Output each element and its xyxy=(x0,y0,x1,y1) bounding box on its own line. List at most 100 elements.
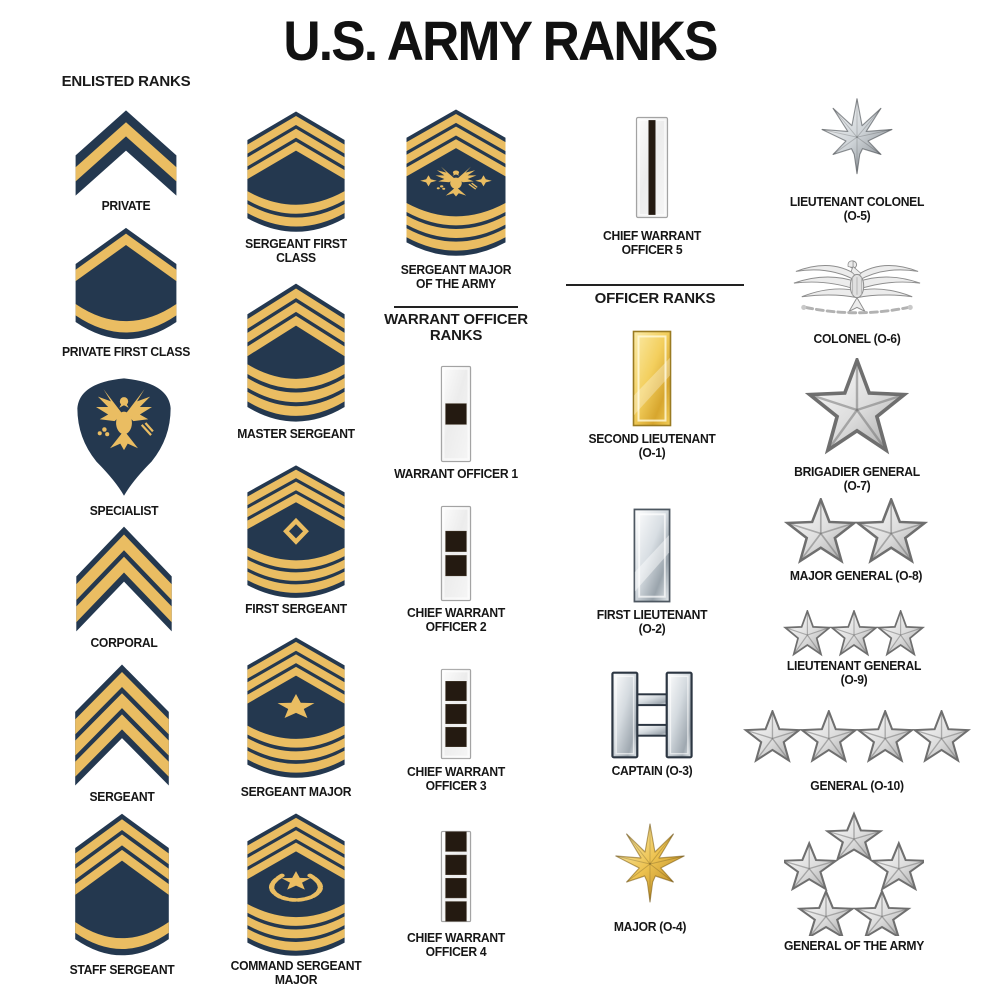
second-lieutenant-label-line: SECOND LIEUTENANT xyxy=(588,432,716,446)
chief-warrant-officer-5-label-line: CHIEF WARRANT xyxy=(603,229,701,243)
staff-sergeant-insignia xyxy=(70,812,174,958)
sergeant-first-class-insignia xyxy=(242,110,350,234)
corporal-insignia xyxy=(71,524,177,634)
chief-warrant-officer-4-label-line: OFFICER 4 xyxy=(425,944,487,959)
chief-warrant-officer-2-label: CHIEF WARRANT OFFICER 2 xyxy=(364,606,548,634)
warrant-officer-1-label-line: WARRANT OFFICER 1 xyxy=(394,467,518,481)
second-lieutenant-label-line: (O-1) xyxy=(638,445,666,460)
sergeant-first-class-label-line: SERGEANT FIRST xyxy=(245,237,347,251)
officer-divider-line xyxy=(566,284,744,286)
first-lieutenant-label-line: FIRST LIEUTENANT xyxy=(596,608,708,622)
lieutenant-general-insignia xyxy=(783,610,925,660)
sergeant-label: SERGEANT xyxy=(30,790,214,805)
sergeant-major-of-the-army-insignia-icon xyxy=(406,109,506,256)
chief-warrant-officer-3-label: CHIEF WARRANT OFFICER 3 xyxy=(364,765,548,793)
command-sergeant-major-label-line: MAJOR xyxy=(274,972,318,987)
lieutenant-general-label: LIEUTENANT GENERAL (O-9) xyxy=(762,659,946,687)
major-general-insignia xyxy=(784,498,928,569)
warrant-divider-line xyxy=(394,306,518,308)
private-label: PRIVATE xyxy=(34,199,218,214)
sergeant-major-insignia-icon xyxy=(247,637,345,778)
first-sergeant-insignia xyxy=(242,464,350,600)
sergeant-first-class-label-line: CLASS xyxy=(276,250,316,265)
sergeant-first-class-insignia-icon xyxy=(247,111,345,232)
sergeant-insignia xyxy=(70,662,174,788)
staff-sergeant-insignia-icon xyxy=(75,813,169,956)
lieutenant-colonel-label: LIEUTENANT COLONEL (O-5) xyxy=(765,195,949,223)
staff-sergeant-label-line: STAFF SERGEANT xyxy=(69,963,175,977)
second-lieutenant-insignia-icon xyxy=(632,330,672,427)
general-label-line: GENERAL (O-10) xyxy=(810,779,904,793)
lieutenant-colonel-label-line: (O-5) xyxy=(843,208,871,223)
warrant-officer-1-label: WARRANT OFFICER 1 xyxy=(364,467,548,482)
master-sergeant-label: MASTER SERGEANT xyxy=(204,427,388,442)
specialist-insignia-icon xyxy=(77,378,171,496)
first-sergeant-label-line: FIRST SERGEANT xyxy=(245,602,347,616)
lieutenant-general-insignia-icon xyxy=(783,610,925,657)
colonel-insignia xyxy=(788,252,926,322)
first-lieutenant-insignia xyxy=(633,508,671,603)
sergeant-first-class-label: SERGEANT FIRST CLASS xyxy=(204,237,388,265)
specialist-label-line: SPECIALIST xyxy=(89,504,159,518)
general-insignia xyxy=(743,710,971,767)
chief-warrant-officer-2-insignia-icon xyxy=(440,505,472,602)
command-sergeant-major-insignia xyxy=(242,812,350,958)
corporal-label-line: CORPORAL xyxy=(90,636,158,650)
chief-warrant-officer-2-label-line: OFFICER 2 xyxy=(425,619,487,634)
captain-insignia xyxy=(606,670,698,760)
first-lieutenant-label: FIRST LIEUTENANT (O-2) xyxy=(560,608,744,636)
chief-warrant-officer-3-insignia-icon xyxy=(440,668,472,760)
private-first-class-label: PRIVATE FIRST CLASS xyxy=(34,345,218,360)
sergeant-major-of-the-army-label-line: SERGEANT MAJOR xyxy=(400,263,512,277)
general-of-the-army-insignia-icon xyxy=(784,811,924,936)
general-of-the-army-label: GENERAL OF THE ARMY xyxy=(762,939,946,954)
sergeant-major-insignia xyxy=(242,636,350,780)
master-sergeant-label-line: MASTER SERGEANT xyxy=(237,427,355,441)
colonel-label-line: COLONEL (O-6) xyxy=(813,332,901,346)
staff-sergeant-label: STAFF SERGEANT xyxy=(30,963,214,978)
corporal-insignia-icon xyxy=(76,526,172,632)
warrant-ranks-header-line2: RANKS xyxy=(429,327,483,344)
chief-warrant-officer-4-label-line: CHIEF WARRANT xyxy=(407,931,505,945)
sergeant-insignia-icon xyxy=(75,664,169,786)
colonel-insignia-icon xyxy=(793,260,921,315)
first-sergeant-insignia-icon xyxy=(247,465,345,598)
master-sergeant-insignia xyxy=(242,282,350,424)
major-insignia-icon xyxy=(615,823,685,903)
sergeant-major-of-the-army-insignia xyxy=(401,108,511,258)
colonel-label: COLONEL (O-6) xyxy=(765,332,949,347)
specialist-insignia xyxy=(71,372,177,500)
warrant-ranks-header: WARRANT OFFICER RANKS xyxy=(371,312,541,344)
brigadier-general-label-line: (O-7) xyxy=(843,478,871,493)
major-general-label: MAJOR GENERAL (O-8) xyxy=(764,569,948,584)
corporal-label: CORPORAL xyxy=(32,636,216,651)
general-insignia-icon xyxy=(743,710,971,763)
command-sergeant-major-label-line: COMMAND SERGEANT xyxy=(230,959,362,973)
brigadier-general-insignia xyxy=(805,358,909,462)
first-sergeant-label: FIRST SERGEANT xyxy=(204,602,388,617)
major-general-label-line: MAJOR GENERAL (O-8) xyxy=(789,569,923,583)
chief-warrant-officer-4-insignia-icon xyxy=(440,830,472,923)
second-lieutenant-label: SECOND LIEUTENANT (O-1) xyxy=(560,432,744,460)
lieutenant-general-label-line: (O-9) xyxy=(840,672,868,687)
lieutenant-colonel-insignia xyxy=(811,93,903,189)
brigadier-general-label: BRIGADIER GENERAL (O-7) xyxy=(765,465,949,493)
private-first-class-insignia-icon xyxy=(75,227,177,340)
chief-warrant-officer-5-insignia xyxy=(635,116,669,219)
page-title: U.S. ARMY RANKS xyxy=(283,9,718,72)
lieutenant-colonel-insignia-icon xyxy=(821,98,893,175)
command-sergeant-major-label: COMMAND SERGEANT MAJOR xyxy=(204,959,388,987)
major-label: MAJOR (O-4) xyxy=(558,920,742,935)
enlisted-ranks-header: ENLISTED RANKS xyxy=(61,73,191,90)
private-first-class-label-line: PRIVATE FIRST CLASS xyxy=(61,345,191,359)
general-of-the-army-label-line: GENERAL OF THE ARMY xyxy=(784,939,924,953)
warrant-ranks-header-line1: WARRANT OFFICER xyxy=(384,311,528,328)
specialist-label: SPECIALIST xyxy=(32,504,216,519)
major-label-line: MAJOR (O-4) xyxy=(613,920,687,934)
sergeant-major-label-line: SERGEANT MAJOR xyxy=(240,785,352,799)
private-insignia xyxy=(70,108,182,198)
captain-label: CAPTAIN (O-3) xyxy=(560,764,744,779)
general-label: GENERAL (O-10) xyxy=(765,779,949,794)
command-sergeant-major-insignia-icon xyxy=(247,813,345,956)
lieutenant-colonel-label-line: LIEUTENANT COLONEL xyxy=(789,195,925,209)
